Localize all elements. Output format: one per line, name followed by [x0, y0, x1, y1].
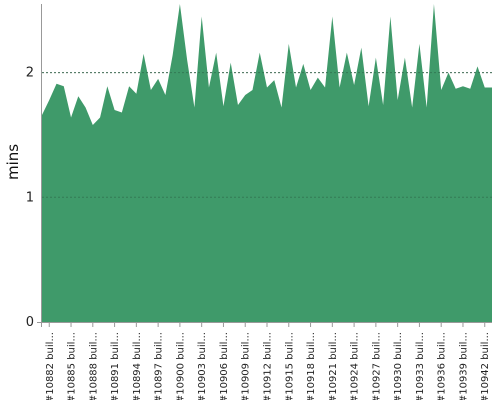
x-tick-label: #10897 buil... [154, 332, 165, 400]
y-tick-label: 2 [26, 66, 34, 81]
x-tick-label: #10891 buil... [110, 332, 121, 400]
x-tick-label: #10882 buil... [45, 332, 56, 400]
x-tick-label: #10939 buil... [458, 332, 469, 400]
x-tick-label: #10924 buil... [350, 332, 361, 400]
x-tick-label: #10930 buil... [393, 332, 404, 400]
x-tick-label: #10885 buil... [67, 332, 78, 400]
x-tick-label: #10900 buil... [175, 332, 186, 400]
x-tick-label: #10936 buil... [437, 332, 448, 400]
x-tick-label: #10921 buil... [328, 332, 339, 400]
y-axis-title: mins [4, 144, 22, 180]
x-tick-label: #10909 buil... [241, 332, 252, 400]
area-fill [42, 4, 492, 322]
x-tick-label: #10942 buil... [480, 332, 491, 400]
x-tick-label: #10915 buil... [284, 332, 295, 400]
x-tick-label: #10927 buil... [371, 332, 382, 400]
x-tick-label: #10906 buil... [219, 332, 230, 400]
y-tick-label: 0 [26, 315, 34, 330]
x-tick-label: #10912 buil... [263, 332, 274, 400]
x-tick-labels: #10882 buil... #10885 buil... #10888 buil.… [45, 322, 491, 400]
x-tick-label: #10933 buil... [415, 332, 426, 400]
x-tick-label: #10888 buil... [88, 332, 99, 400]
y-tick-label: 1 [26, 190, 34, 205]
area-series [42, 4, 492, 322]
x-tick-label: #10918 buil... [306, 332, 317, 400]
axes [37, 4, 492, 327]
x-tick-label: #10894 buil... [132, 332, 143, 400]
y-tick-labels: 0 1 2 [26, 66, 34, 330]
x-tick-label: #10903 buil... [197, 332, 208, 400]
